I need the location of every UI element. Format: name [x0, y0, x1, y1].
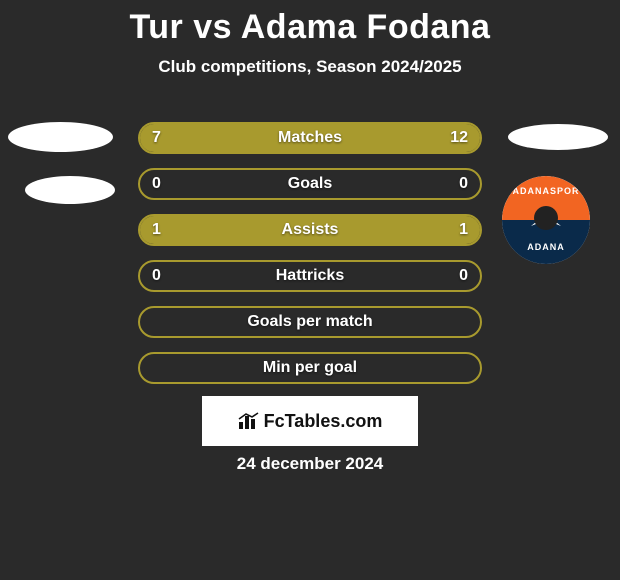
- stat-row: Min per goal: [138, 352, 482, 384]
- snapshot-date: 24 december 2024: [0, 454, 620, 474]
- stat-label: Matches: [140, 124, 480, 152]
- stats-panel: 712Matches 00Goals 11Assists 00Hattricks Goa…: [138, 122, 482, 398]
- stat-row: 00Goals: [138, 168, 482, 200]
- fctables-link[interactable]: FcTables.com: [202, 396, 418, 446]
- stat-row: Goals per match: [138, 306, 482, 338]
- page-title: Tur vs Adama Fodana: [0, 0, 620, 47]
- bar-chart-icon: [238, 412, 260, 430]
- player1-flag-placeholder: [8, 122, 113, 152]
- fctables-label: FcTables.com: [264, 411, 383, 432]
- comparison-card: Tur vs Adama Fodana Club competitions, S…: [0, 0, 620, 580]
- ball-icon: [534, 206, 558, 230]
- stat-label: Hattricks: [140, 262, 480, 290]
- player1-club-placeholder: [25, 176, 115, 204]
- stat-label: Min per goal: [140, 354, 480, 382]
- season-subtitle: Club competitions, Season 2024/2025: [0, 57, 620, 77]
- crest-text-top: ADANASPOR: [512, 186, 579, 196]
- stat-row: 11Assists: [138, 214, 482, 246]
- stat-row: 712Matches: [138, 122, 482, 154]
- stat-label: Goals per match: [140, 308, 480, 336]
- player2-club-crest: ADANASPOR ADANA: [502, 176, 590, 264]
- player2-flag-placeholder: [508, 124, 608, 150]
- stat-label: Goals: [140, 170, 480, 198]
- stat-row: 00Hattricks: [138, 260, 482, 292]
- crest-text-bottom: ADANA: [527, 242, 565, 252]
- stat-label: Assists: [140, 216, 480, 244]
